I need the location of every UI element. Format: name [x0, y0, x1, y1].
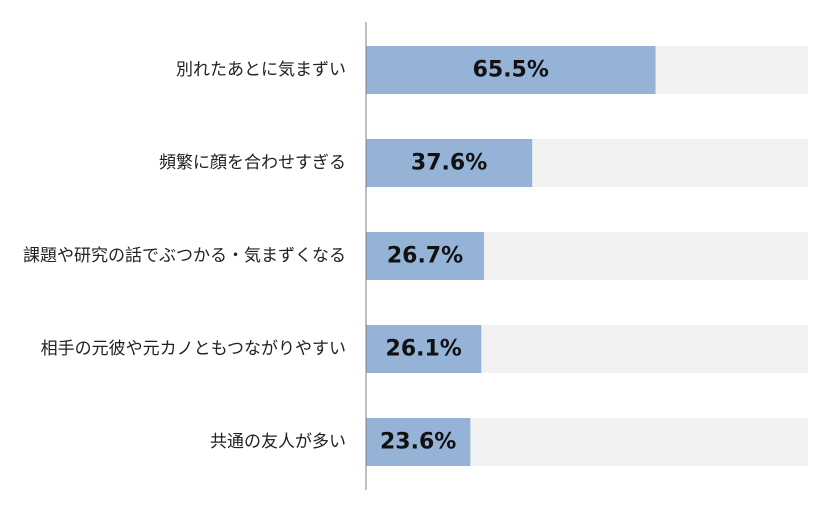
- category-label: 課題や研究の話でぶつかる・気まずくなる: [23, 246, 346, 266]
- data-label: 23.6%: [380, 430, 456, 455]
- bar: [366, 232, 485, 280]
- bar: [366, 418, 471, 466]
- bar: [366, 46, 656, 94]
- category-label: 頻繁に顔を合わせすぎる: [159, 153, 346, 173]
- data-label: 26.1%: [386, 337, 462, 362]
- data-label: 65.5%: [473, 58, 549, 83]
- data-label: 26.7%: [387, 244, 463, 269]
- category-label: 共通の友人が多い: [210, 432, 346, 452]
- category-label: 別れたあとに気まずい: [176, 60, 346, 80]
- bar: [366, 139, 533, 187]
- category-label: 相手の元彼や元カノともつながりやすい: [41, 339, 346, 359]
- data-label: 37.6%: [411, 151, 487, 176]
- bar: [366, 325, 482, 373]
